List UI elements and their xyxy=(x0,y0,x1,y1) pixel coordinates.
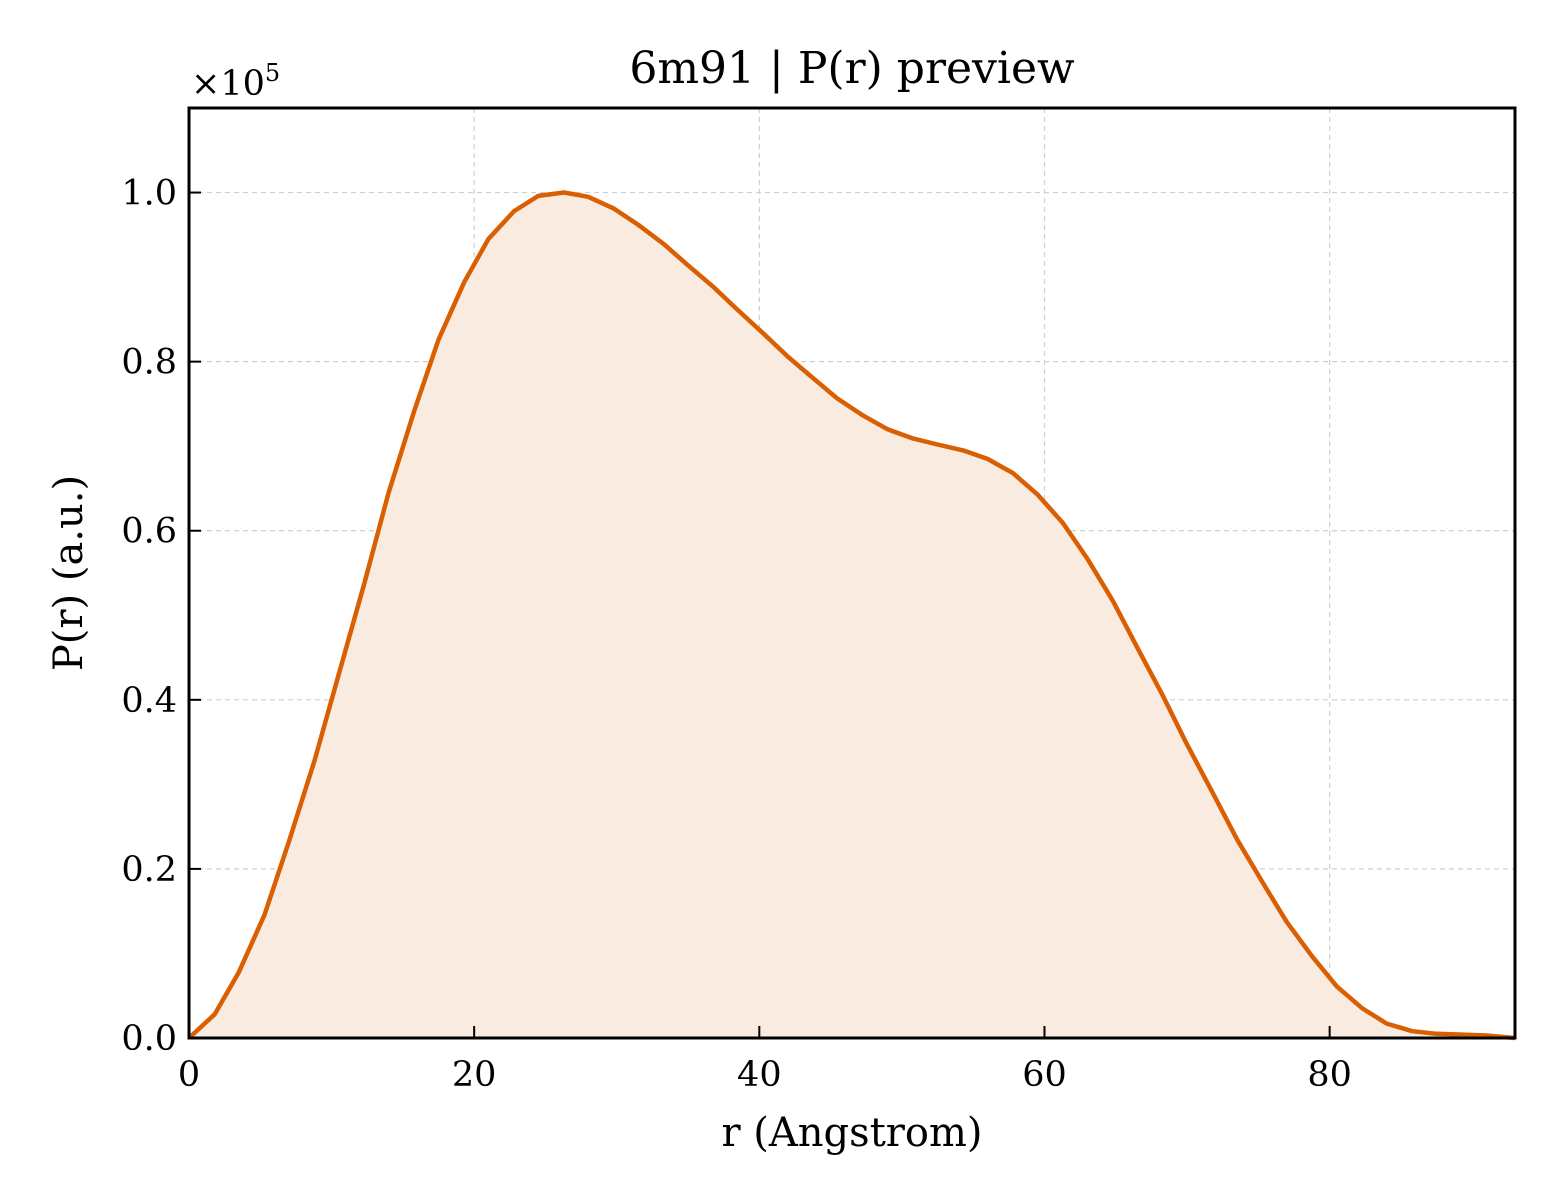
y-multiplier-base: ×10 xyxy=(191,64,265,104)
x-axis-label: r (Angstrom) xyxy=(721,1110,982,1156)
x-tick-label: 0 xyxy=(178,1055,200,1095)
chart-title: 6m91 | P(r) preview xyxy=(629,43,1075,94)
y-axis-label: P(r) (a.u.) xyxy=(46,475,92,671)
x-tick-label: 80 xyxy=(1307,1055,1352,1095)
y-multiplier-exponent: 5 xyxy=(265,59,280,87)
x-tick-label: 20 xyxy=(452,1055,497,1095)
pr-area-fill xyxy=(189,192,1515,1038)
y-tick-label: 0.4 xyxy=(121,681,177,721)
y-tick-label: 0.6 xyxy=(121,512,177,552)
tick-labels: 0 20 40 60 80 0.0 0.2 0.4 0.6 0.8 1.0 xyxy=(121,174,1352,1095)
pr-curve-line xyxy=(187,190,1516,1041)
y-tick-label: 1.0 xyxy=(121,174,177,214)
y-tick-label: 0.2 xyxy=(121,850,177,890)
y-axis-multiplier: ×105 xyxy=(191,59,280,104)
x-tick-label: 40 xyxy=(737,1055,782,1095)
plot-frame xyxy=(187,106,1517,1040)
y-tick-label: 0.8 xyxy=(121,343,177,383)
axis-ticks xyxy=(188,191,1331,1039)
x-tick-label: 60 xyxy=(1022,1055,1067,1095)
y-tick-label: 0.0 xyxy=(121,1019,177,1059)
